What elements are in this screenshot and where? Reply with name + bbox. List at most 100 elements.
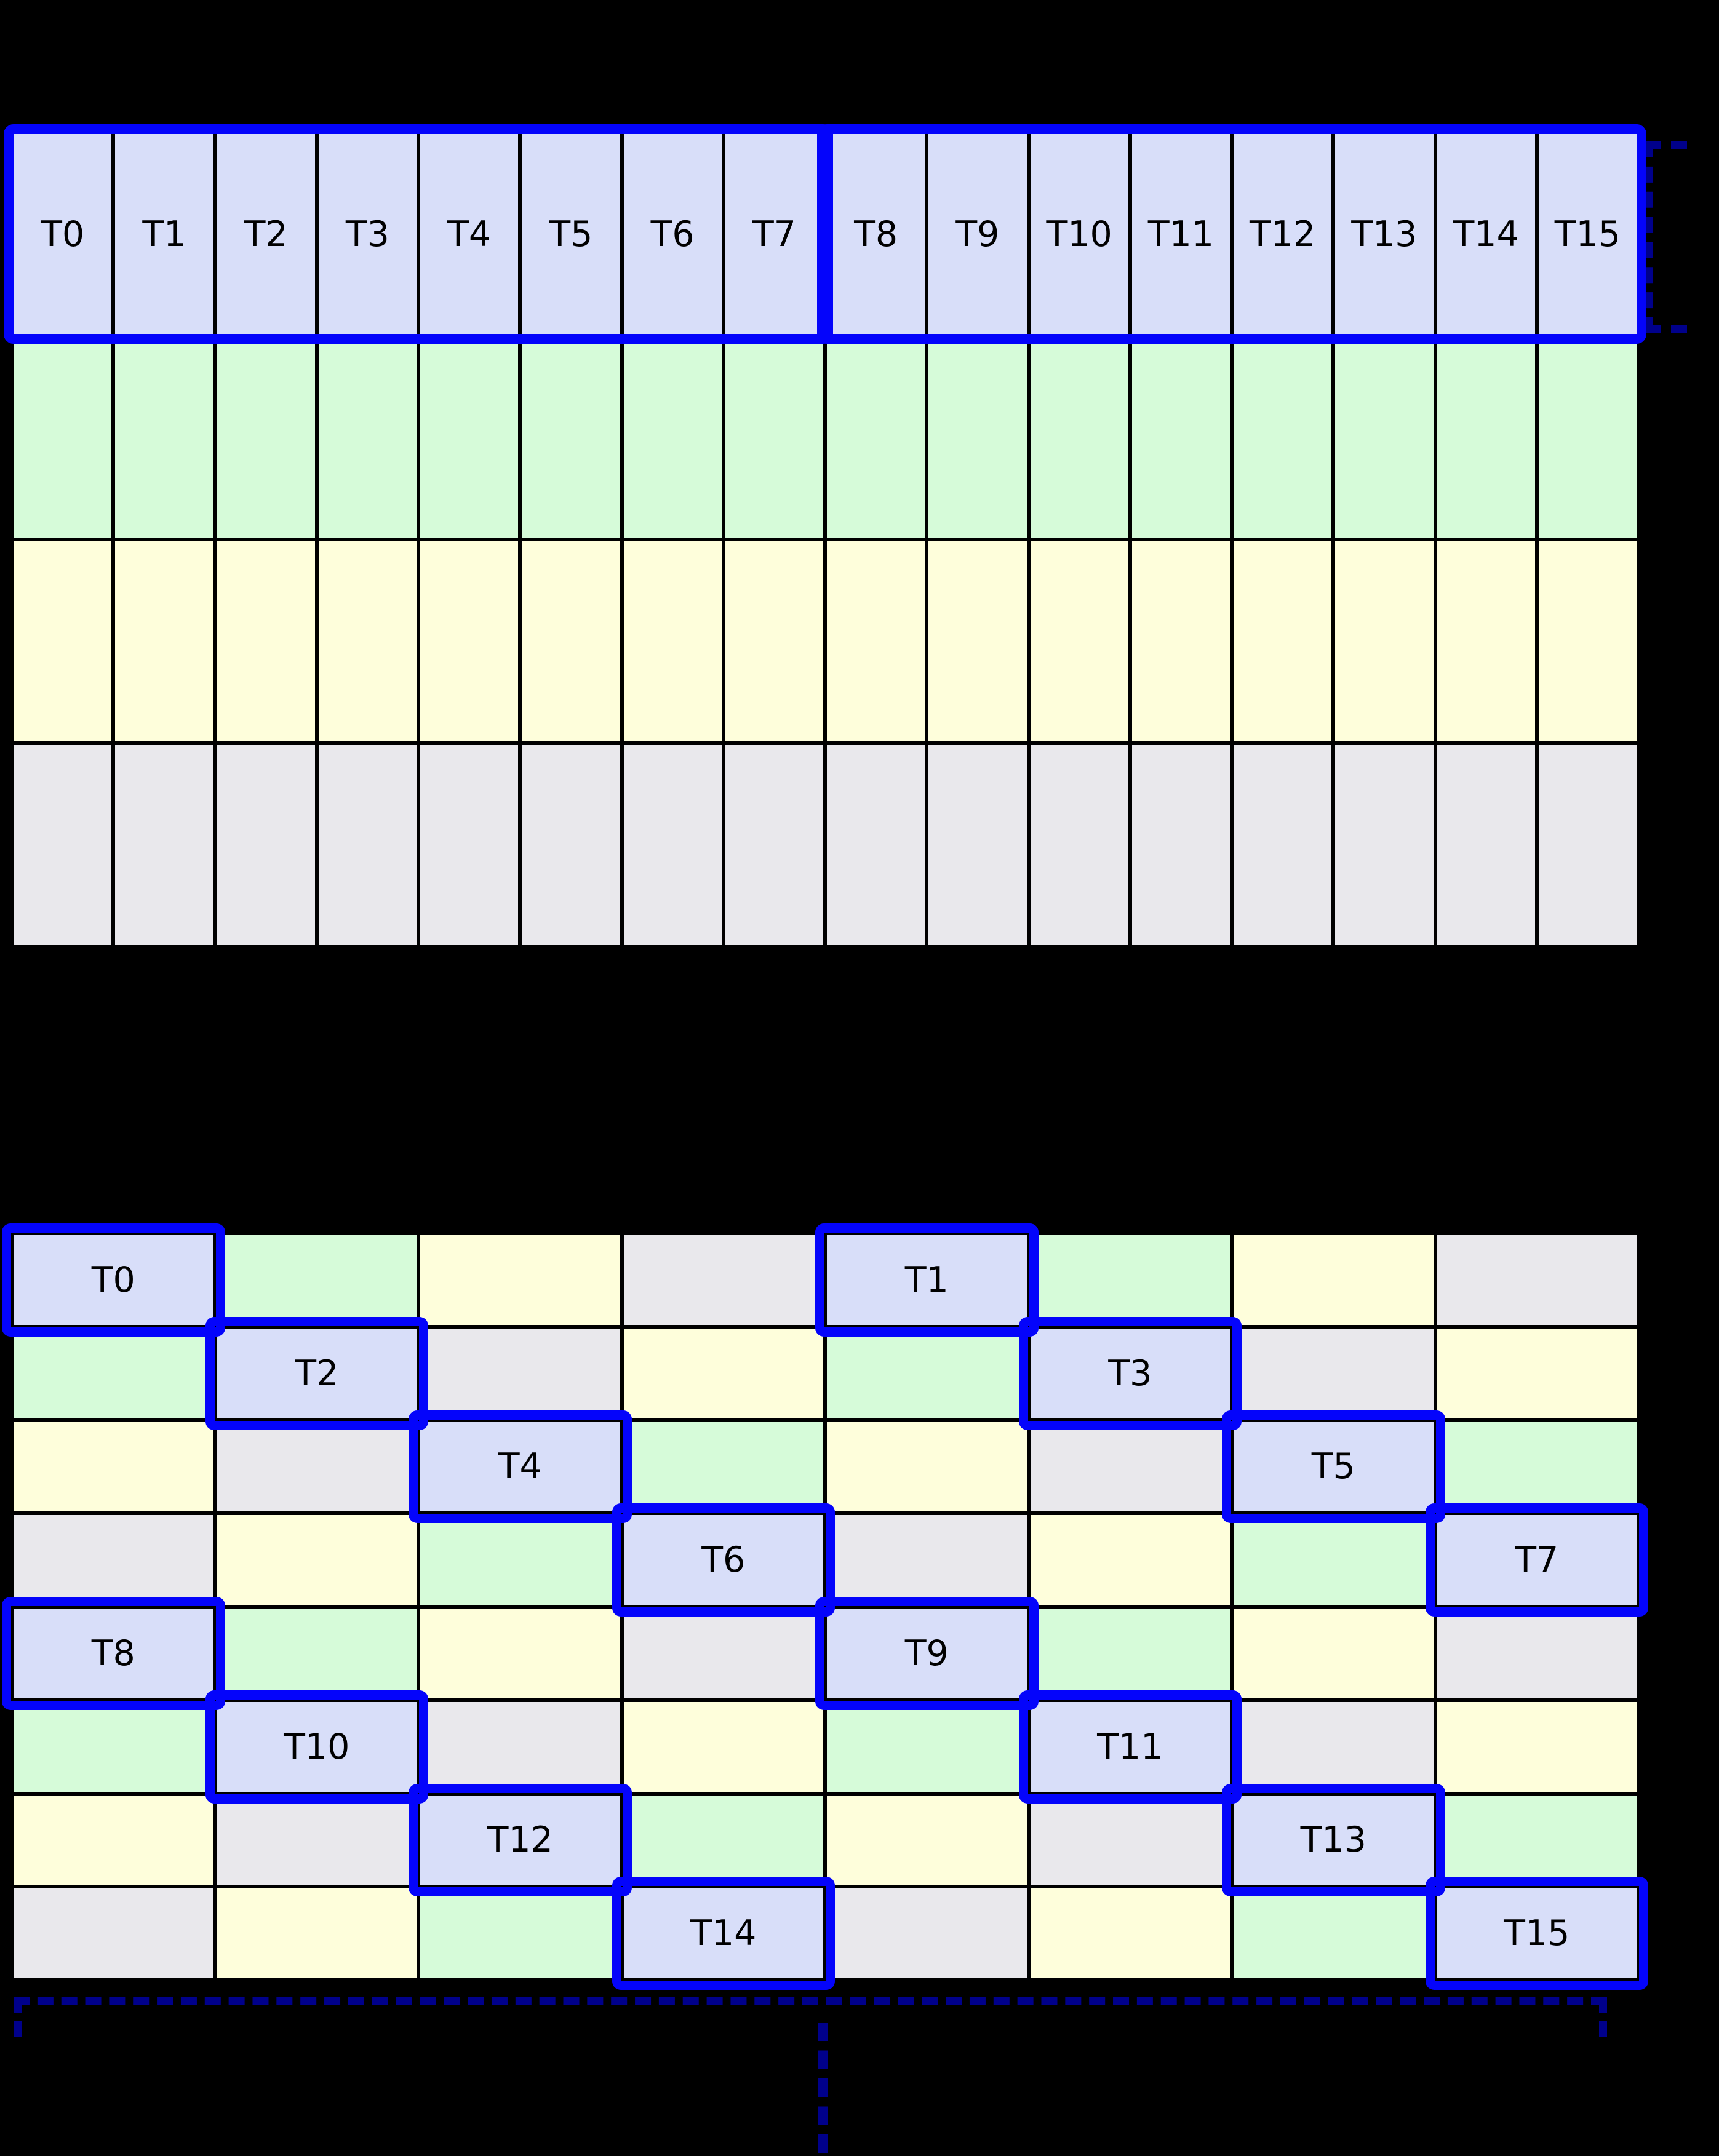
top-memory-cell-r2-c1 bbox=[115, 541, 213, 741]
top-memory-cell-r1-c2 bbox=[217, 338, 315, 538]
bottom-thread-cell-T11: T11 bbox=[1018, 1690, 1242, 1804]
bottom-bank-cell-r4-c7 bbox=[1437, 1609, 1637, 1698]
top-memory-cell-r2-c0 bbox=[14, 541, 112, 741]
bottom-thread-cell-T15: T15 bbox=[1425, 1877, 1648, 1990]
top-memory-cell-r2-c5 bbox=[522, 541, 620, 741]
top-memory-cell-r2-c15 bbox=[1538, 541, 1637, 741]
top-memory-cell-r1-c15 bbox=[1538, 338, 1637, 538]
bottom-bank-cell-r6-c5 bbox=[1030, 1795, 1230, 1885]
top-memory-cell-r3-c4 bbox=[420, 745, 519, 945]
top-thread-cell-T8: T8 bbox=[827, 134, 925, 334]
bottom-bank-cell-r0-c3 bbox=[623, 1235, 823, 1325]
top-memory-cell-r3-c9 bbox=[928, 745, 1027, 945]
top-thread-cell-T7: T7 bbox=[725, 134, 823, 334]
bottom-thread-cell-T13: T13 bbox=[1222, 1783, 1445, 1896]
bottom-thread-cell-T4: T4 bbox=[409, 1410, 631, 1523]
top-memory-cell-r3-c0 bbox=[14, 745, 112, 945]
bottom-bank-cell-r1-c0 bbox=[14, 1328, 213, 1418]
top-memory-cell-r2-c4 bbox=[420, 541, 519, 741]
top-memory-cell-r2-c7 bbox=[725, 541, 823, 741]
top-memory-cell-r1-c3 bbox=[318, 338, 417, 538]
bottom-bank-cell-r0-c6 bbox=[1234, 1235, 1434, 1325]
bottom-bank-cell-r0-c1 bbox=[217, 1235, 417, 1325]
bottom-bank-cell-r0-c5 bbox=[1030, 1235, 1230, 1325]
top-memory-cell-r2-c14 bbox=[1437, 541, 1535, 741]
bottom-bank-cell-r7-c5 bbox=[1030, 1888, 1230, 1978]
top-memory-cell-r1-c10 bbox=[1030, 338, 1128, 538]
bottom-bank-cell-r2-c1 bbox=[217, 1422, 417, 1512]
top-memory-cell-r2-c2 bbox=[217, 541, 315, 741]
bottom-bank-cell-r4-c6 bbox=[1234, 1609, 1434, 1698]
top-memory-cell-r2-c3 bbox=[318, 541, 417, 741]
top-memory-cell-r3-c13 bbox=[1335, 745, 1434, 945]
bottom-bank-cell-r7-c4 bbox=[827, 1888, 1027, 1978]
top-memory-cell-r1-c11 bbox=[1131, 338, 1230, 538]
top-thread-cell-T6: T6 bbox=[623, 134, 722, 334]
bottom-thread-cell-T9: T9 bbox=[815, 1597, 1038, 1710]
continuation-dashed-bracket bbox=[14, 1997, 1607, 2037]
top-thread-cell-T11: T11 bbox=[1131, 134, 1230, 334]
bottom-thread-cell-T3: T3 bbox=[1018, 1316, 1242, 1430]
bottom-bank-cell-r3-c1 bbox=[217, 1515, 417, 1605]
bottom-bank-cell-r4-c1 bbox=[217, 1609, 417, 1698]
warp-span-dashed-bracket bbox=[1645, 141, 1687, 333]
top-memory-cell-r2-c13 bbox=[1335, 541, 1434, 741]
top-memory-cell-r1-c0 bbox=[14, 338, 112, 538]
bottom-bank-cell-r3-c2 bbox=[420, 1515, 620, 1605]
bottom-bank-cell-r1-c6 bbox=[1234, 1328, 1434, 1418]
top-memory-cell-r3-c14 bbox=[1437, 745, 1535, 945]
top-thread-cell-T10: T10 bbox=[1030, 134, 1128, 334]
top-memory-cell-r1-c5 bbox=[522, 338, 620, 538]
top-memory-cell-r2-c8 bbox=[827, 541, 925, 741]
bottom-thread-cell-T8: T8 bbox=[2, 1597, 225, 1710]
warp-half-outline-t8-t15 bbox=[817, 124, 1646, 344]
bottom-thread-cell-T14: T14 bbox=[612, 1877, 835, 1990]
top-memory-cell-r1-c14 bbox=[1437, 338, 1535, 538]
top-thread-cell-T14: T14 bbox=[1437, 134, 1535, 334]
thread-row-grid: T0 T1 T2 T3 T4 T5 T6 T7 T8 T9 T10 T11 T12 T13 T14 T15 bbox=[14, 134, 1637, 945]
top-memory-cell-r3-c8 bbox=[827, 745, 925, 945]
bottom-bank-cell-r5-c7 bbox=[1437, 1701, 1637, 1792]
bottom-bank-cell-r7-c1 bbox=[217, 1888, 417, 1978]
bottom-bank-cell-r1-c7 bbox=[1437, 1328, 1637, 1418]
bottom-bank-cell-r7-c6 bbox=[1234, 1888, 1434, 1978]
top-memory-cell-r1-c7 bbox=[725, 338, 823, 538]
bottom-bank-cell-r1-c4 bbox=[827, 1328, 1027, 1418]
top-memory-cell-r3-c3 bbox=[318, 745, 417, 945]
bottom-thread-cell-T6: T6 bbox=[612, 1503, 835, 1617]
top-thread-cell-T12: T12 bbox=[1234, 134, 1332, 334]
top-memory-cell-r3-c1 bbox=[115, 745, 213, 945]
top-thread-cell-T9: T9 bbox=[928, 134, 1027, 334]
bottom-bank-cell-r5-c0 bbox=[14, 1701, 213, 1792]
top-memory-cell-r2-c11 bbox=[1131, 541, 1230, 741]
bottom-bank-cell-r5-c3 bbox=[623, 1701, 823, 1792]
top-memory-cell-r1-c6 bbox=[623, 338, 722, 538]
bottom-thread-cell-T2: T2 bbox=[205, 1316, 428, 1430]
bank-pattern-grid: T0 T1 T2 T3 T4 T5 T6 T7 T8 T9 T10 T11 T12 T13 T14 T15 bbox=[2, 1223, 1648, 1990]
bottom-bank-cell-r6-c7 bbox=[1437, 1795, 1637, 1885]
top-memory-cell-r1-c8 bbox=[827, 338, 925, 538]
top-memory-cell-r3-c10 bbox=[1030, 745, 1128, 945]
bottom-bank-cell-r6-c3 bbox=[623, 1795, 823, 1885]
top-thread-cell-T4: T4 bbox=[420, 134, 519, 334]
bottom-thread-cell-T7: T7 bbox=[1425, 1503, 1648, 1617]
top-thread-cell-T15: T15 bbox=[1538, 134, 1637, 334]
bottom-bank-cell-r0-c7 bbox=[1437, 1235, 1637, 1325]
top-memory-cell-r3-c12 bbox=[1234, 745, 1332, 945]
bottom-bank-cell-r6-c4 bbox=[827, 1795, 1027, 1885]
top-memory-cell-r3-c6 bbox=[623, 745, 722, 945]
top-thread-cell-T3: T3 bbox=[318, 134, 417, 334]
continuation-ellipsis bbox=[818, 2023, 828, 2153]
bottom-bank-cell-r2-c3 bbox=[623, 1422, 823, 1512]
top-thread-cell-T13: T13 bbox=[1335, 134, 1434, 334]
top-memory-cell-r3-c5 bbox=[522, 745, 620, 945]
top-thread-cell-T1: T1 bbox=[115, 134, 213, 334]
top-memory-cell-r2-c12 bbox=[1234, 541, 1332, 741]
bottom-bank-cell-r7-c0 bbox=[14, 1888, 213, 1978]
bottom-bank-cell-r3-c0 bbox=[14, 1515, 213, 1605]
bottom-bank-cell-r6-c0 bbox=[14, 1795, 213, 1885]
bottom-bank-cell-r4-c5 bbox=[1030, 1609, 1230, 1698]
bottom-bank-cell-r6-c1 bbox=[217, 1795, 417, 1885]
top-thread-cell-T0: T0 bbox=[14, 134, 112, 334]
top-memory-cell-r2-c6 bbox=[623, 541, 722, 741]
